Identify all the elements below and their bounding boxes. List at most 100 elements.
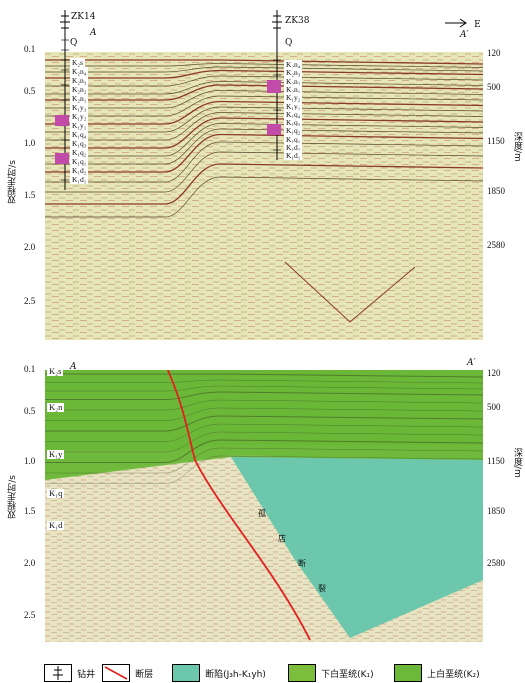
reflector-line xyxy=(45,447,483,474)
reflector-line xyxy=(45,63,483,68)
legend-label: 下白垩统(K₁) xyxy=(321,670,374,680)
top-seismic-panel xyxy=(45,52,483,340)
legend-well: 钻井 xyxy=(44,662,95,682)
tick-label: 0.1 xyxy=(24,44,36,54)
formation-label: K₁y₁ xyxy=(284,101,303,111)
formation-label: K₁d xyxy=(47,520,65,530)
formation-label: K₁d₂ xyxy=(284,143,303,152)
formation-label: K₂s xyxy=(47,366,64,376)
reflector-line xyxy=(45,90,483,109)
formation-label: K₁y₂ xyxy=(284,93,303,103)
legend-label: 断层 xyxy=(135,670,154,680)
green-overlay xyxy=(45,370,483,480)
formation-label: K₂n₃ xyxy=(70,76,89,85)
top-right-axis: 120 500 1150 1850 2580 深度/m xyxy=(483,40,525,340)
formation-label: K₁q₄ xyxy=(70,130,89,139)
formation-label: K₂n₃ xyxy=(284,68,303,78)
tick-label: 1150 xyxy=(487,456,505,466)
direction-indicator: E xyxy=(445,12,481,31)
formation-label: K₁q xyxy=(47,488,65,498)
formation-label: K₁q₁ xyxy=(284,134,303,144)
bottom-right-axis: 120 500 1150 1850 2580 深度/m xyxy=(483,360,525,650)
arrow-right-icon xyxy=(445,18,467,27)
reflector-line xyxy=(45,176,483,218)
well-zk14-marker-1 xyxy=(55,115,69,126)
formation-label: K₁q₃ xyxy=(70,139,89,148)
formation-label: K₁y₃ xyxy=(70,103,89,112)
formation-label: K₂n₁ xyxy=(70,94,89,103)
reflector-line xyxy=(45,123,483,157)
direction-label: E xyxy=(474,20,481,30)
reflector-line xyxy=(45,391,483,400)
fault-swatch xyxy=(102,663,130,682)
reflector-line xyxy=(45,415,483,432)
reflector-line xyxy=(45,373,483,378)
tick-label: 1.5 xyxy=(24,190,36,200)
section-letter-a: A xyxy=(70,362,77,372)
section-letter-a-prime: A′ xyxy=(467,358,476,368)
well-zk38-column xyxy=(273,30,281,160)
left-axis-title: 双程走时/s xyxy=(8,160,18,204)
bottom-left-axis: 双程走时/s 0.1 0.5 1.0 1.5 2.0 2.5 xyxy=(0,360,45,650)
formation-label: K₁d₁ xyxy=(70,175,89,184)
formation-label: K₂s xyxy=(70,58,85,67)
reflector-line xyxy=(45,407,483,421)
tick-label: 2.5 xyxy=(24,296,36,306)
reflector-line xyxy=(45,75,483,87)
well-zk38-marker-1 xyxy=(267,80,281,93)
well-zk14-marker-2 xyxy=(55,153,69,164)
reflector-line xyxy=(45,385,483,392)
tick-label: 0.5 xyxy=(24,406,36,416)
reflector-line xyxy=(45,163,483,205)
tick-label: 2580 xyxy=(487,240,505,250)
well-zk38-marker-2 xyxy=(267,124,281,135)
tick-label: 0.1 xyxy=(24,364,36,374)
formation-label: K₁q₁ xyxy=(70,157,89,166)
formation-label: K₁y₂ xyxy=(70,112,89,121)
well-zk14: ZK14 Q A xyxy=(58,10,98,190)
legend-label: 上白垩统(K₂) xyxy=(427,670,480,680)
lower-cretaceous-swatch xyxy=(288,663,316,682)
section-letter: A xyxy=(90,28,97,38)
fault-label-char: 裂 xyxy=(318,584,326,593)
tick-label: 2580 xyxy=(487,558,505,568)
bottom-interpreted-panel xyxy=(45,370,483,642)
formation-label: K₁y xyxy=(47,449,65,459)
formation-label: K₁q₃ xyxy=(284,118,303,128)
tick-label: 2.0 xyxy=(24,558,36,568)
section-letter-a-prime: A′ xyxy=(460,30,469,40)
legend-rift: 断陷(J₃h-K₁yh) xyxy=(172,662,266,682)
reflector-line xyxy=(45,399,483,411)
legend-label: 断陷(J₃h-K₁yh) xyxy=(205,670,266,680)
tick-label: 500 xyxy=(487,402,501,412)
tick-label: 2.0 xyxy=(24,242,36,252)
upper-cretaceous-swatch xyxy=(394,663,422,682)
tick-label: 1.5 xyxy=(24,506,36,516)
formation-label: K₂n₁ xyxy=(284,84,303,94)
legend-fault: 断层 xyxy=(102,662,153,682)
fault-label-char: 店 xyxy=(278,534,286,543)
formation-label: K₂n₂ xyxy=(70,85,89,94)
formation-label: K₁q₂ xyxy=(70,148,89,157)
legend-label: 钻井 xyxy=(77,670,96,680)
well-name: ZK38 xyxy=(285,16,310,26)
rift-swatch xyxy=(172,663,200,682)
drill-rig-icon xyxy=(44,663,72,682)
tick-label: 1150 xyxy=(487,136,505,146)
reflector-line xyxy=(45,84,483,101)
tick-label: 1.0 xyxy=(24,138,36,148)
reflector-line xyxy=(45,439,483,463)
fault-label-char: 孤 xyxy=(258,509,266,518)
rift-basin-area xyxy=(231,457,483,638)
formation-label: K₂n₂ xyxy=(284,76,303,86)
reflector-line xyxy=(45,66,483,73)
q-label: Q xyxy=(285,38,293,48)
tick-label: 1850 xyxy=(487,506,505,516)
tick-label: 2.5 xyxy=(24,610,36,620)
reflector-line xyxy=(45,151,483,193)
tick-label: 500 xyxy=(487,82,501,92)
tick-label: 1850 xyxy=(487,186,505,196)
reflector-line xyxy=(45,117,483,149)
reflector-line xyxy=(45,95,483,117)
right-axis-title: 深度/m xyxy=(512,132,522,162)
